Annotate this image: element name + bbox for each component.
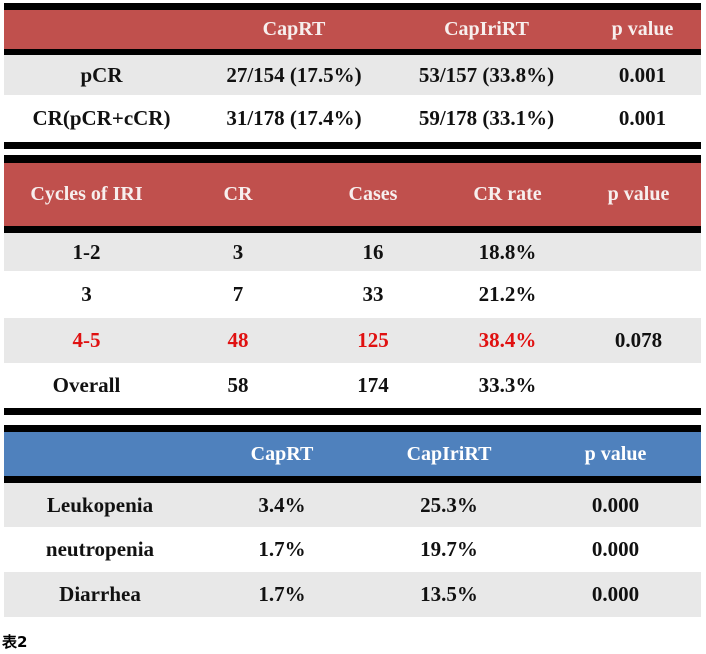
pvalue-cell: 0.000 [591, 492, 640, 517]
table-bottom-rule [4, 408, 701, 415]
value-cell: 33.3% [478, 373, 537, 398]
pvalue-cell: 0.001 [618, 106, 667, 131]
value-cell: 3 [232, 239, 244, 264]
table-header-row: Cycles of IRI CR Cases CR rate p value [4, 163, 701, 226]
table-row: neutropenia 1.7% 19.7% 0.000 [4, 527, 701, 572]
row-label: Leukopenia [46, 492, 154, 517]
value-cell: 13.5% [420, 582, 478, 607]
table-header-row: CapRT CapIriRT p value [4, 10, 701, 49]
table-top-rule [4, 425, 701, 432]
header-cell-pvalue: p value [607, 183, 670, 205]
table-row: pCR 27/154 (17.5%) 53/157 (33.8%) 0.001 [4, 55, 701, 95]
value-cell: 21.2% [478, 282, 537, 307]
header-cell-crrate: CR rate [473, 183, 542, 205]
row-label: pCR [80, 62, 123, 87]
table-bottom-rule [4, 142, 701, 149]
value-cell: 31/178 (17.4%) [226, 106, 362, 131]
pvalue-cell: 0.000 [591, 537, 640, 562]
header-cell-capirirt: CapIriRT [406, 442, 492, 465]
header-cell-capirirt: CapIriRT [444, 18, 529, 40]
table-top-rule [4, 3, 701, 10]
value-cell: 38.4% [478, 328, 537, 353]
value-cell: 16 [362, 239, 384, 264]
header-cell-caprt: CapRT [262, 18, 326, 40]
value-cell: 7 [232, 282, 244, 307]
table-toxicity: CapRT CapIriRT p value Leukopenia 3.4% 2… [4, 425, 701, 617]
header-cell-caprt: CapRT [250, 442, 314, 465]
header-cell-cr: CR [223, 183, 253, 205]
value-cell: 174 [357, 373, 389, 398]
value-cell: 48 [227, 328, 249, 353]
table-row-highlighted: 4-5 48 125 38.4% 0.078 [4, 318, 701, 363]
table-row: 1-2 3 16 18.8% [4, 233, 701, 271]
row-label: 4-5 [72, 328, 101, 353]
value-cell: 27/154 (17.5%) [226, 62, 362, 87]
row-label: neutropenia [45, 537, 155, 562]
pvalue-cell: 0.001 [618, 62, 667, 87]
table-row: Leukopenia 3.4% 25.3% 0.000 [4, 483, 701, 527]
table-response-rates: CapRT CapIriRT p value pCR 27/154 (17.5%… [4, 3, 701, 149]
table-header-row: CapRT CapIriRT p value [4, 432, 701, 476]
table-row: 3 7 33 21.2% [4, 271, 701, 318]
table-top-rule [4, 155, 701, 163]
value-cell: 1.7% [258, 537, 306, 562]
row-label: 3 [81, 282, 92, 307]
row-label: 1-2 [72, 239, 101, 264]
header-rule [4, 476, 701, 483]
table-row: Overall 58 174 33.3% [4, 363, 701, 408]
tables-stack: CapRT CapIriRT p value pCR 27/154 (17.5%… [2, 3, 701, 652]
pvalue-cell: 0.078 [614, 328, 663, 353]
row-label: CR(pCR+cCR) [32, 106, 171, 131]
header-cell-pvalue: p value [584, 442, 647, 465]
value-cell: 3.4% [258, 492, 306, 517]
table-row: CR(pCR+cCR) 31/178 (17.4%) 59/178 (33.1%… [4, 95, 701, 142]
header-cell-pvalue: p value [611, 18, 674, 40]
value-cell: 1.7% [258, 582, 306, 607]
value-cell: 18.8% [478, 239, 537, 264]
row-label: Overall [52, 373, 121, 398]
value-cell: 58 [227, 373, 249, 398]
value-cell: 25.3% [420, 492, 478, 517]
table-cycles-of-iri: Cycles of IRI CR Cases CR rate p value 1… [4, 155, 701, 415]
header-cell-cycles: Cycles of IRI [30, 183, 143, 205]
table-caption: 表2 [2, 633, 28, 651]
header-rule [4, 49, 701, 55]
value-cell: 19.7% [420, 537, 478, 562]
row-label: Diarrhea [59, 582, 141, 607]
value-cell: 59/178 (33.1%) [418, 106, 555, 131]
header-cell-cases: Cases [348, 183, 398, 205]
header-rule [4, 226, 701, 233]
table-row: Diarrhea 1.7% 13.5% 0.000 [4, 572, 701, 617]
value-cell: 33 [362, 282, 384, 307]
value-cell: 53/157 (33.8%) [418, 62, 555, 87]
table-gap [4, 415, 701, 425]
pvalue-cell: 0.000 [591, 582, 640, 607]
value-cell: 125 [357, 328, 389, 353]
